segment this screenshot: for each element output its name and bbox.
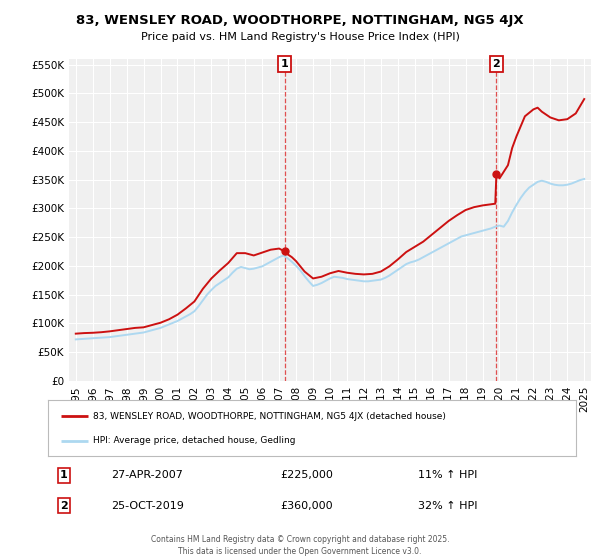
Text: HPI: Average price, detached house, Gedling: HPI: Average price, detached house, Gedl… — [93, 436, 295, 445]
Text: £360,000: £360,000 — [280, 501, 333, 511]
Text: 27-APR-2007: 27-APR-2007 — [112, 470, 183, 480]
Text: 1: 1 — [60, 470, 68, 480]
Text: 1: 1 — [281, 59, 289, 69]
Text: 83, WENSLEY ROAD, WOODTHORPE, NOTTINGHAM, NG5 4JX: 83, WENSLEY ROAD, WOODTHORPE, NOTTINGHAM… — [76, 14, 524, 27]
Text: Contains HM Land Registry data © Crown copyright and database right 2025.
This d: Contains HM Land Registry data © Crown c… — [151, 535, 449, 556]
Text: 83, WENSLEY ROAD, WOODTHORPE, NOTTINGHAM, NG5 4JX (detached house): 83, WENSLEY ROAD, WOODTHORPE, NOTTINGHAM… — [93, 412, 446, 421]
Text: Price paid vs. HM Land Registry's House Price Index (HPI): Price paid vs. HM Land Registry's House … — [140, 32, 460, 42]
Text: 11% ↑ HPI: 11% ↑ HPI — [418, 470, 477, 480]
Text: 25-OCT-2019: 25-OCT-2019 — [112, 501, 184, 511]
Text: 2: 2 — [60, 501, 68, 511]
Text: £225,000: £225,000 — [280, 470, 333, 480]
Text: 32% ↑ HPI: 32% ↑ HPI — [418, 501, 477, 511]
Text: 2: 2 — [493, 59, 500, 69]
